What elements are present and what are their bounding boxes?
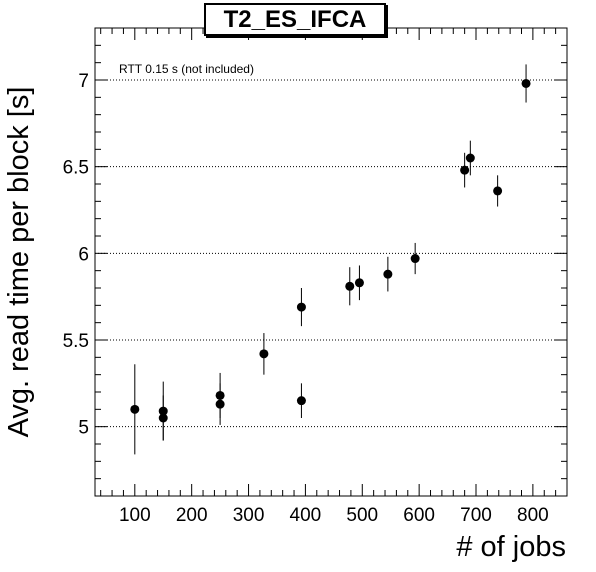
data-point [296,302,306,312]
rtt-annotation: RTT 0.15 s (not included) [119,62,254,76]
chart-title-text: T2_ES_IFCA [223,5,367,33]
data-point [493,186,503,196]
y-tick-label: 6.5 [63,158,89,179]
data-point [215,399,225,409]
data-point [410,254,420,264]
x-tick-label: 800 [517,505,549,526]
data-points-layer [130,64,531,455]
x-axis-label: # of jobs [456,531,566,563]
data-point [345,281,355,291]
data-point [296,396,306,406]
y-tick-label: 6 [78,244,89,265]
x-tick-label: 400 [290,505,322,526]
data-point [130,404,140,414]
data-point [259,349,269,359]
ticks-layer [95,27,568,497]
y-tick-label: 5.5 [63,331,89,352]
data-point [465,153,475,163]
data-point [521,78,531,88]
y-tick-label: 5 [78,418,89,439]
y-axis-label: Avg. read time per block [s] [3,87,35,438]
tick-labels-layer: 5 5.5 6 6.5 7 100 200 300 400 500 600 700 800 [63,71,549,526]
chart-title: T2_ES_IFCA [204,3,386,36]
grid-layer [95,79,567,428]
x-tick-label: 500 [346,505,378,526]
x-tick-label: 200 [176,505,208,526]
x-tick-label: 100 [119,505,151,526]
data-point [354,278,364,288]
data-point [383,269,393,279]
y-tick-label: 7 [78,71,89,92]
x-tick-label: 700 [460,505,492,526]
x-tick-label: 600 [403,505,435,526]
data-point [158,413,168,423]
data-point [460,165,470,175]
x-tick-label: 300 [233,505,265,526]
plot-frame [94,27,568,497]
